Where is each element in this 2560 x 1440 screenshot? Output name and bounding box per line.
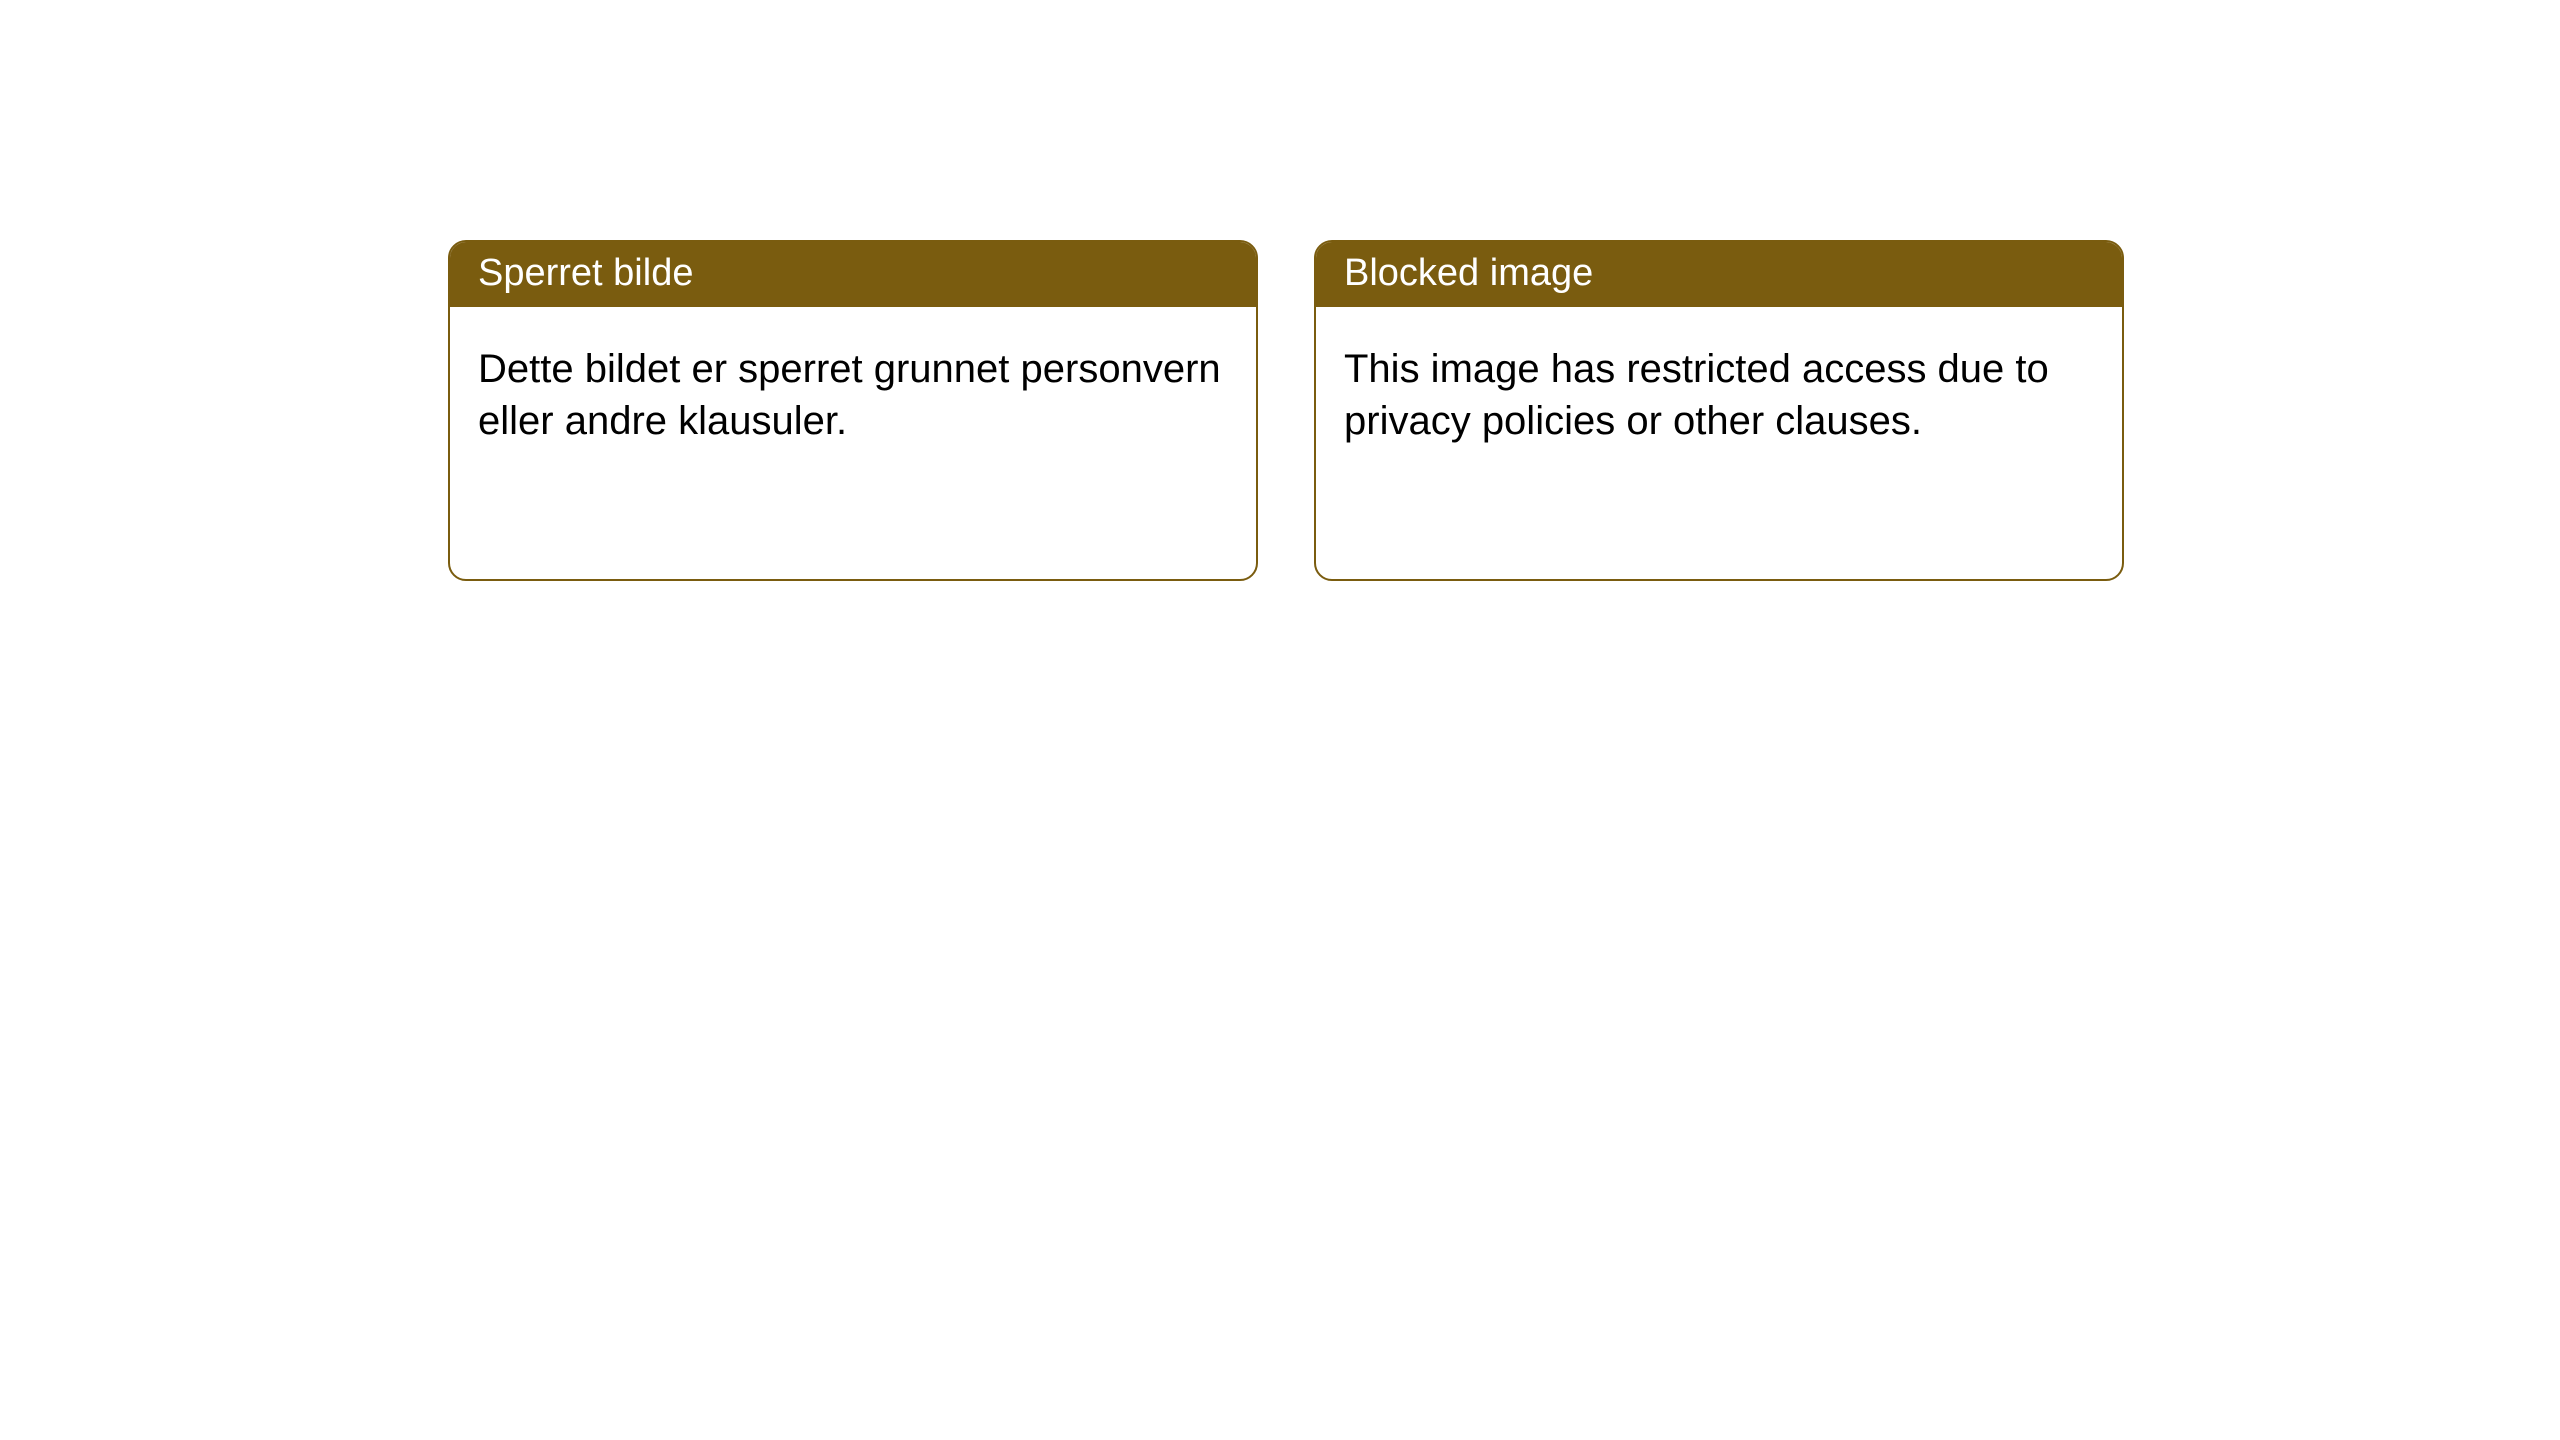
card-body: Dette bildet er sperret grunnet personve… [450, 307, 1256, 579]
card-body-text: Dette bildet er sperret grunnet personve… [478, 347, 1221, 443]
card-title: Sperret bilde [478, 252, 693, 294]
card-title: Blocked image [1344, 252, 1593, 294]
card-body: This image has restricted access due to … [1316, 307, 2122, 579]
notice-card-norwegian: Sperret bilde Dette bildet er sperret gr… [448, 240, 1258, 581]
notice-card-english: Blocked image This image has restricted … [1314, 240, 2124, 581]
card-header: Sperret bilde [450, 242, 1256, 307]
notice-cards-container: Sperret bilde Dette bildet er sperret gr… [0, 0, 2560, 581]
card-header: Blocked image [1316, 242, 2122, 307]
card-body-text: This image has restricted access due to … [1344, 347, 2049, 443]
